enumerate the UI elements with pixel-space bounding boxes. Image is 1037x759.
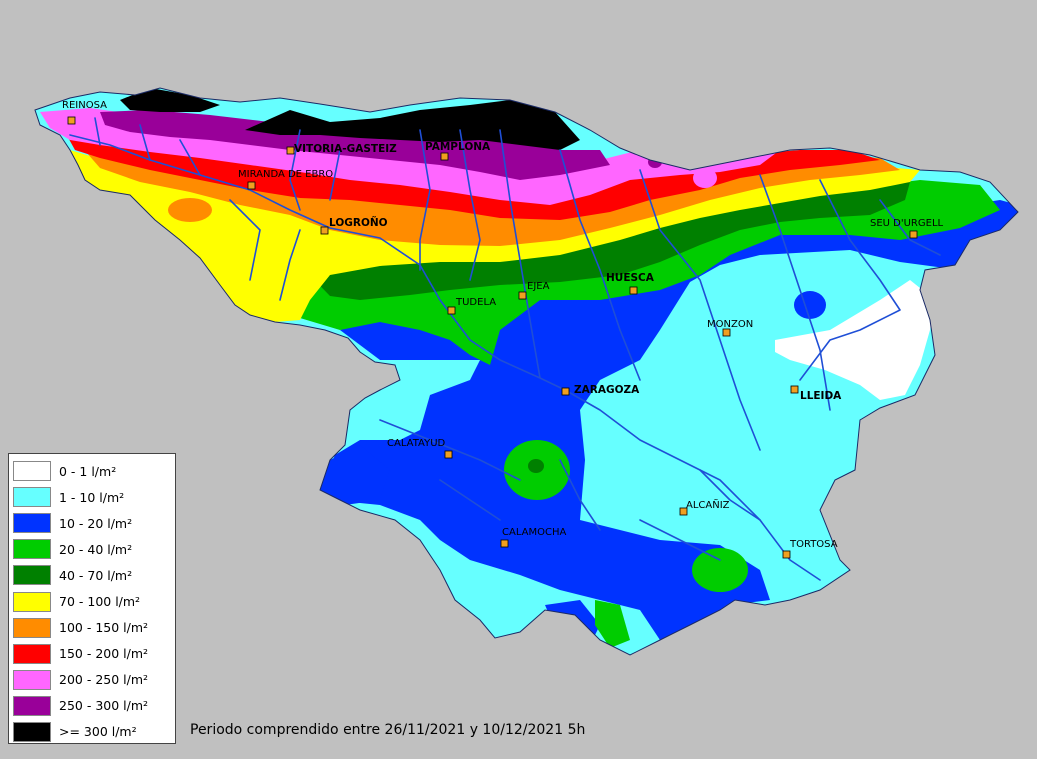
city-ejea: EJEA (518, 281, 550, 300)
river-network (69, 117, 941, 581)
legend-item: >= 300 l/m² (13, 719, 175, 745)
legend-label: 20 - 40 l/m² (59, 541, 133, 557)
svg-text:ALCAÑIZ: ALCAÑIZ (686, 498, 730, 511)
legend-item: 20 - 40 l/m² (13, 536, 175, 562)
legend-item: 40 - 70 l/m² (13, 562, 175, 588)
legend-swatch (13, 591, 51, 612)
legend-item: 1 - 10 l/m² (13, 484, 175, 510)
legend-label: 0 - 1 l/m² (59, 463, 117, 479)
basin-outline (34, 87, 1019, 656)
city-calatayud: CALATAYUD (387, 438, 453, 459)
city-huesca: HUESCA (606, 272, 655, 295)
city-pamplona: PAMPLONA (425, 141, 491, 161)
legend-item: 200 - 250 l/m² (13, 667, 175, 693)
city-alcaniz: ALCAÑIZ (679, 498, 730, 516)
legend-label: 250 - 300 l/m² (59, 698, 149, 714)
svg-text:ZARAGOZA: ZARAGOZA (574, 384, 640, 396)
svg-text:CALATAYUD: CALATAYUD (387, 438, 446, 449)
legend-item: 0 - 1 l/m² (13, 458, 175, 484)
city-tortosa: TORTOSA (782, 539, 838, 559)
svg-text:PAMPLONA: PAMPLONA (425, 141, 491, 153)
legend-label: 40 - 70 l/m² (59, 567, 133, 583)
legend-label: >= 300 l/m² (59, 724, 137, 740)
legend-swatch (13, 721, 51, 742)
legend-item: 150 - 200 l/m² (13, 641, 175, 667)
city-monzon: MONZON (707, 319, 753, 337)
city-tudela: TUDELA (447, 297, 496, 315)
city-lleida: LLEIDA (790, 385, 842, 402)
svg-text:EJEA: EJEA (527, 281, 550, 292)
city-reinosa: REINOSA (62, 100, 107, 125)
legend-label: 70 - 100 l/m² (59, 594, 141, 610)
svg-text:MIRANDA DE EBRO: MIRANDA DE EBRO (238, 169, 333, 180)
city-markers: REINOSA VITORIA-GASTEIZ PAMPLONA MIRANDA… (62, 100, 944, 559)
city-vitoria: VITORIA-GASTEIZ (286, 143, 397, 155)
legend: 0 - 1 l/m² 1 - 10 l/m² 10 - 20 l/m² 20 -… (8, 453, 176, 744)
svg-text:LLEIDA: LLEIDA (800, 390, 842, 402)
svg-text:MONZON: MONZON (707, 319, 753, 330)
svg-text:HUESCA: HUESCA (606, 272, 655, 284)
legend-swatch (13, 669, 51, 690)
legend-swatch (13, 617, 51, 638)
legend-swatch (13, 695, 51, 716)
svg-text:TUDELA: TUDELA (455, 297, 496, 308)
legend-label: 100 - 150 l/m² (59, 620, 149, 636)
period-caption: Periodo comprendido entre 26/11/2021 y 1… (190, 722, 586, 738)
legend-swatch (13, 565, 51, 586)
svg-text:VITORIA-GASTEIZ: VITORIA-GASTEIZ (294, 143, 397, 155)
city-logrono: LOGROÑO (320, 216, 388, 235)
legend-swatch (13, 461, 51, 482)
legend-label: 10 - 20 l/m² (59, 515, 133, 531)
legend-item: 70 - 100 l/m² (13, 588, 175, 614)
legend-swatch (13, 487, 51, 508)
city-seu-durgell: SEU D'URGELL (870, 218, 944, 239)
city-miranda-de-ebro: MIRANDA DE EBRO (238, 169, 333, 190)
legend-swatch (13, 513, 51, 534)
city-zaragoza: ZARAGOZA (561, 384, 640, 396)
legend-label: 200 - 250 l/m² (59, 672, 149, 688)
legend-item: 10 - 20 l/m² (13, 510, 175, 536)
legend-label: 150 - 200 l/m² (59, 646, 149, 662)
svg-text:TORTOSA: TORTOSA (789, 539, 838, 550)
svg-text:LOGROÑO: LOGROÑO (329, 216, 388, 229)
svg-text:SEU D'URGELL: SEU D'URGELL (870, 218, 944, 229)
ebro-river (69, 134, 821, 581)
legend-item: 250 - 300 l/m² (13, 693, 175, 719)
legend-item: 100 - 150 l/m² (13, 615, 175, 641)
city-calamocha: CALAMOCHA (500, 527, 566, 548)
legend-swatch (13, 643, 51, 664)
svg-text:REINOSA: REINOSA (62, 100, 107, 111)
svg-text:CALAMOCHA: CALAMOCHA (502, 527, 566, 538)
legend-swatch (13, 539, 51, 560)
legend-label: 1 - 10 l/m² (59, 489, 125, 505)
